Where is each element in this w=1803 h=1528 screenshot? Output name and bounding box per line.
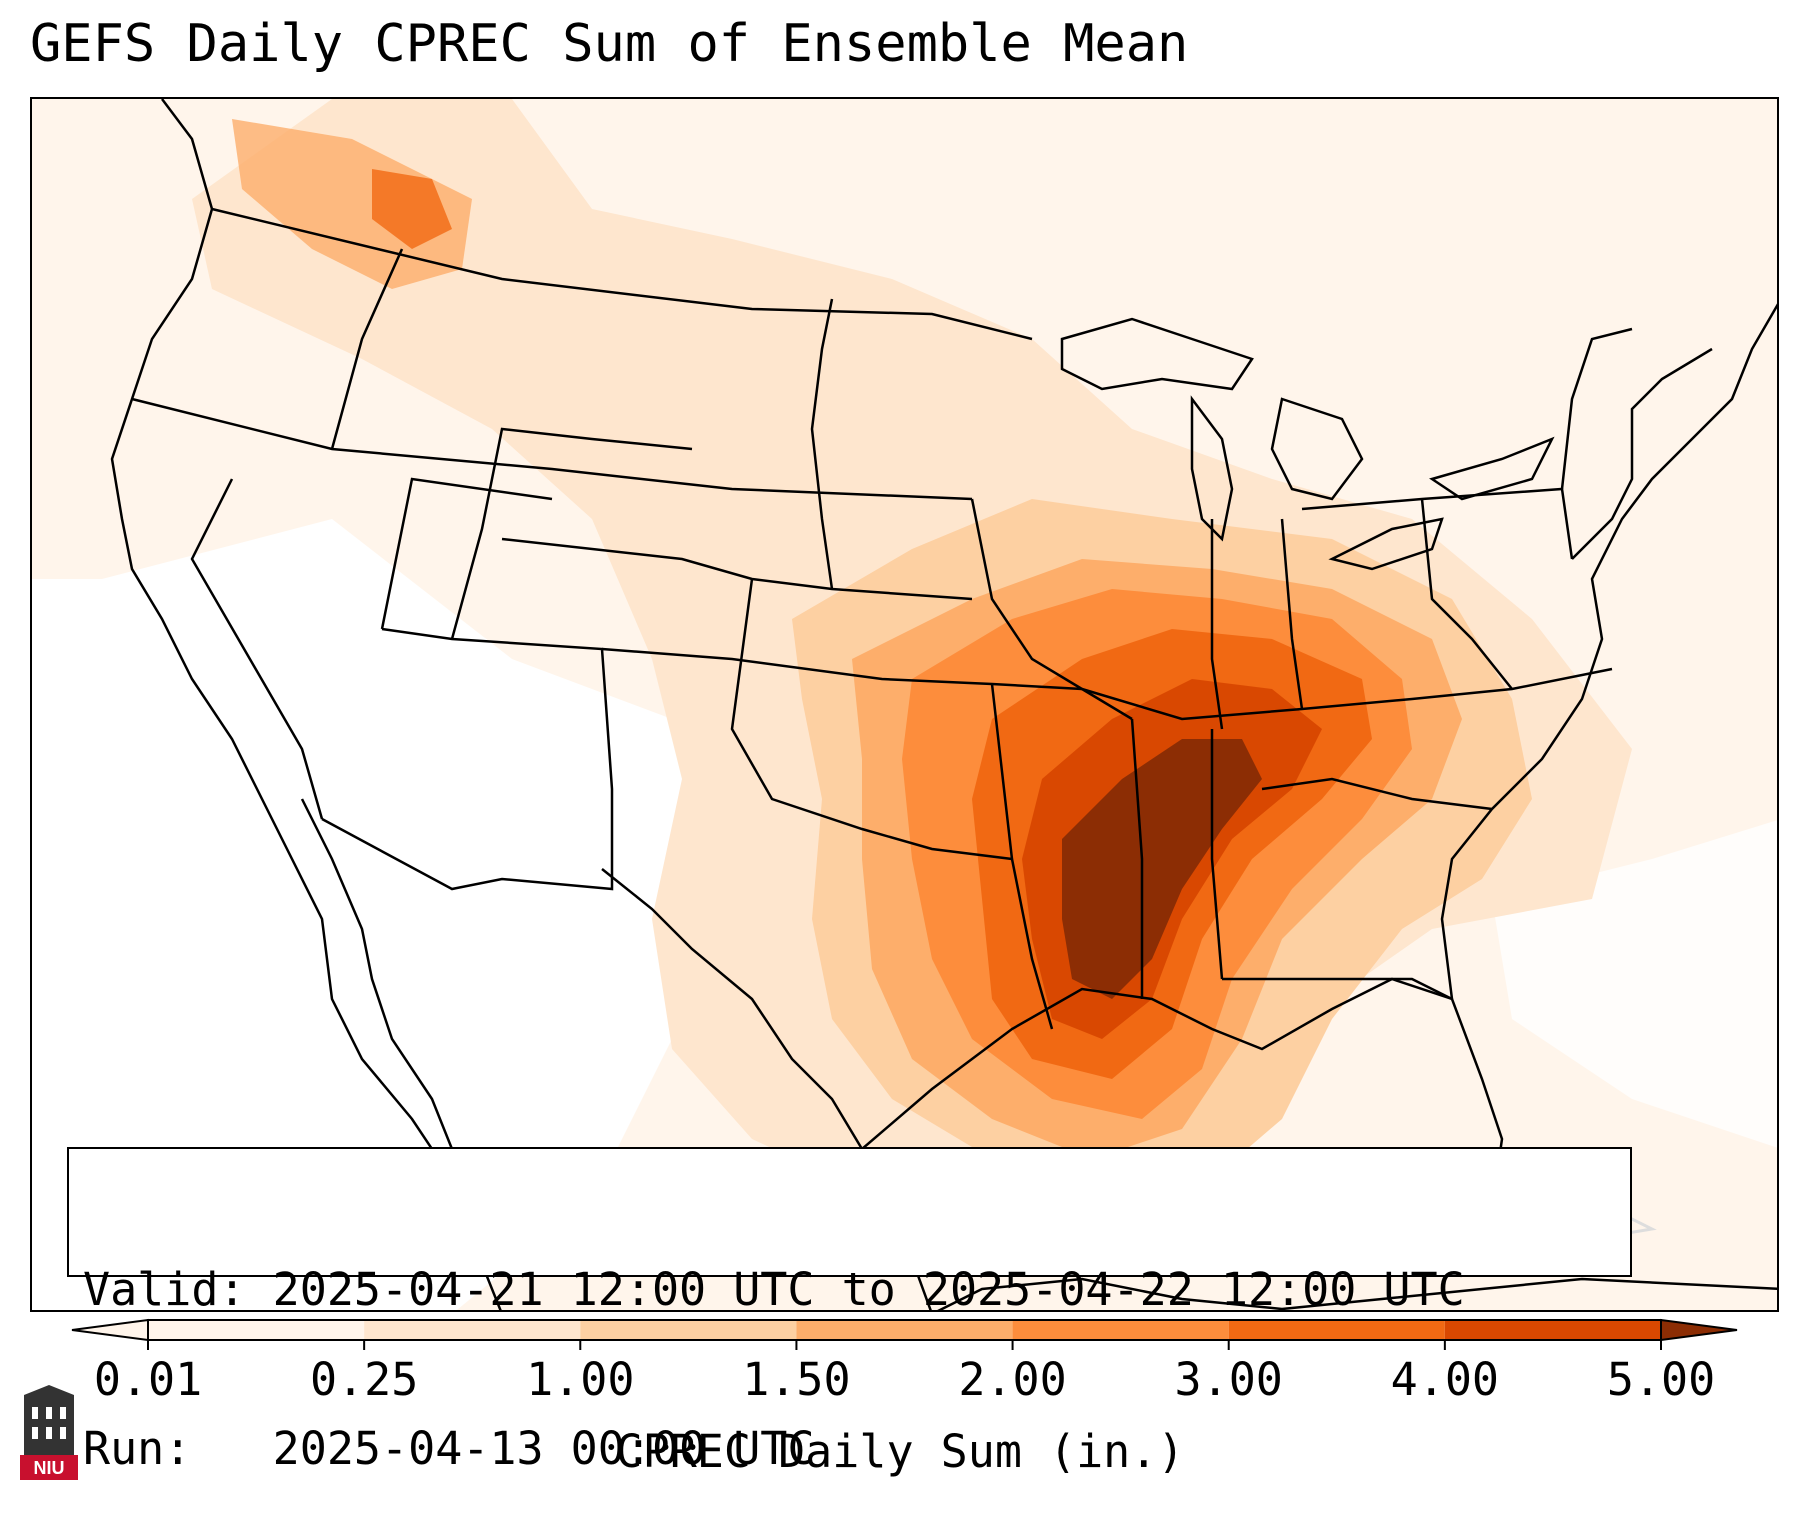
colorbar-tick-label: 1.50: [742, 1353, 851, 1406]
colorbar-tick-label: 1.00: [526, 1353, 635, 1406]
map-svg: [32, 99, 1777, 1310]
colorbar-segment: [1012, 1320, 1229, 1340]
colorbar-tick-label: 0.25: [309, 1353, 419, 1406]
valid-time-box: Valid: 2025-04-21 12:00 UTC to 2025-04-2…: [67, 1147, 1632, 1475]
university-tower-icon: NIU: [20, 1385, 78, 1480]
colorbar-outline: [147, 1319, 1662, 1341]
colorbar-tick-label: 5.00: [1606, 1353, 1716, 1406]
logo-text: NIU: [34, 1458, 65, 1478]
colorbar-extend-low: [71, 1318, 149, 1342]
run-time-line: Run: 2025-04-13 00:00 UTC: [83, 1422, 815, 1475]
colorbar-segment: [1228, 1320, 1445, 1340]
chart-title: GEFS Daily CPREC Sum of Ensemble Mean: [30, 14, 1189, 74]
colorbar-tick-label: 0.01: [93, 1353, 203, 1406]
colorbar-extend-high: [1660, 1318, 1738, 1342]
colorbar-segment: [580, 1320, 797, 1340]
map-panel: [30, 97, 1779, 1312]
coastlines: [110, 99, 1777, 1310]
colorbar: [71, 1318, 1738, 1350]
colorbar-title: CPREC Daily Sum (in.): [615, 1425, 1185, 1478]
colorbar-tick-label: 3.00: [1174, 1353, 1283, 1406]
colorbar-tick-label: 4.00: [1390, 1353, 1500, 1406]
colorbar-segment: [148, 1320, 365, 1340]
valid-time-line: Valid: 2025-04-21 12:00 UTC to 2025-04-2…: [83, 1263, 1465, 1316]
colorbar-segments: [71, 1318, 1738, 1342]
colorbar-tick-label: 2.00: [958, 1353, 1067, 1406]
precip-northwest-core: [372, 169, 452, 249]
colorbar-segment: [364, 1320, 581, 1340]
colorbar-segment: [1444, 1320, 1661, 1340]
dry-southwest-region: [32, 519, 732, 1310]
colorbar-ticks: [147, 1340, 1662, 1350]
colorbar-segment: [796, 1320, 1013, 1340]
state-borders: [131, 207, 1713, 1030]
